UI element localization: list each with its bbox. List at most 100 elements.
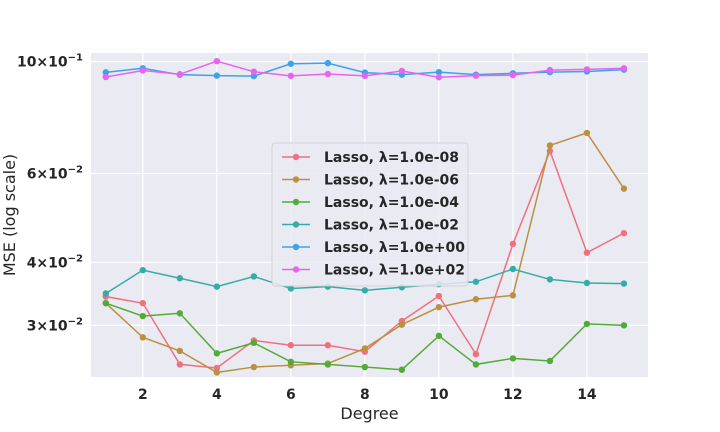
data-point [546,357,554,365]
data-point [102,290,110,297]
legend-label: Lasso, λ=1.0e+02 [324,263,465,279]
x-tick-label: 2 [138,387,148,403]
data-point [287,285,295,292]
x-tick-labels: 2 4 6 8 10 12 14 [138,387,597,403]
data-point [583,279,591,287]
data-point [546,276,554,283]
data-point [213,57,221,65]
data-point [102,299,110,307]
data-point [398,321,406,328]
legend-marker [292,176,300,183]
data-point [620,65,628,72]
data-point [250,363,258,371]
data-point [435,68,443,76]
data-point [213,72,221,79]
x-tick-label: 14 [577,387,597,403]
data-point [139,299,147,307]
data-point [620,185,628,192]
x-tick-label: 12 [503,387,522,403]
data-point [472,72,480,79]
data-point [287,60,295,67]
data-point [287,72,295,80]
data-point [472,278,480,285]
data-point [213,364,221,372]
legend-marker [292,266,300,273]
y-tick-label: 4×10−2 [27,253,83,271]
legend-label: Lasso, λ=1.0e-06 [324,173,459,189]
data-point [583,66,591,73]
data-point [287,342,295,349]
data-point [176,361,184,368]
data-point [398,67,406,75]
data-point [398,366,406,373]
data-point [176,71,184,78]
legend-label: Lasso, λ=1.0e-08 [324,150,459,166]
data-point [472,361,480,368]
data-point [213,369,221,376]
data-point [250,72,258,80]
data-point [509,355,517,362]
data-point [546,66,554,74]
legend-marker [292,243,300,251]
data-point [620,280,628,287]
data-point [583,249,591,256]
data-point [176,310,184,317]
data-point [324,342,332,349]
data-point [509,265,517,273]
legend-label: Lasso, λ=1.0e-02 [324,218,459,234]
x-tick-label: 4 [212,387,222,403]
data-point [361,72,369,80]
data-point [546,142,554,149]
data-point [509,292,517,299]
data-point [620,322,628,329]
data-point [435,303,443,311]
legend-marker [292,198,300,206]
data-point [435,74,443,81]
legend-label: Lasso, λ=1.0e-04 [324,195,459,211]
legend: Lasso, λ=1.0e-08 Lasso, λ=1.0e-06 Lasso, λ… [271,142,469,287]
x-tick-label: 6 [286,387,296,403]
data-point [583,129,591,137]
data-point [176,275,184,282]
data-point [361,287,369,294]
data-point [213,283,221,290]
data-point [139,312,147,320]
x-tick-label: 8 [360,387,370,403]
data-point [176,347,184,355]
data-point [250,339,258,347]
data-point [102,69,110,76]
data-point [620,229,628,237]
data-point [139,67,147,74]
data-point [435,292,443,300]
x-axis-label: Degree [340,404,398,423]
data-point [472,350,480,358]
series-lines [102,57,628,376]
data-point [509,240,517,248]
data-point [361,345,369,352]
y-tick-label: 6×10−2 [27,165,83,183]
data-point [435,332,443,340]
legend-label: Lasso, λ=1.0e+00 [324,240,465,256]
data-point [324,59,332,67]
y-tick-label: 3×10−2 [27,316,83,334]
data-point [139,266,147,274]
legend-marker [292,221,300,228]
y-tick-label: 10×10−1 [17,53,83,71]
data-point [324,70,332,78]
data-point [102,73,110,81]
data-point [250,68,258,75]
data-point [213,350,221,357]
data-point [139,334,147,341]
data-point [472,296,480,303]
legend-frame [271,142,469,287]
data-point [324,361,332,368]
x-tick-label: 10 [429,387,449,403]
data-point [250,273,258,280]
y-tick-labels: 3×10−2 4×10−2 6×10−2 10×10−1 [17,53,83,335]
data-point [509,71,517,79]
data-point [361,363,369,371]
data-point [583,320,591,328]
y-axis-label: MSE (log scale) [0,154,19,276]
legend-marker [292,153,300,161]
